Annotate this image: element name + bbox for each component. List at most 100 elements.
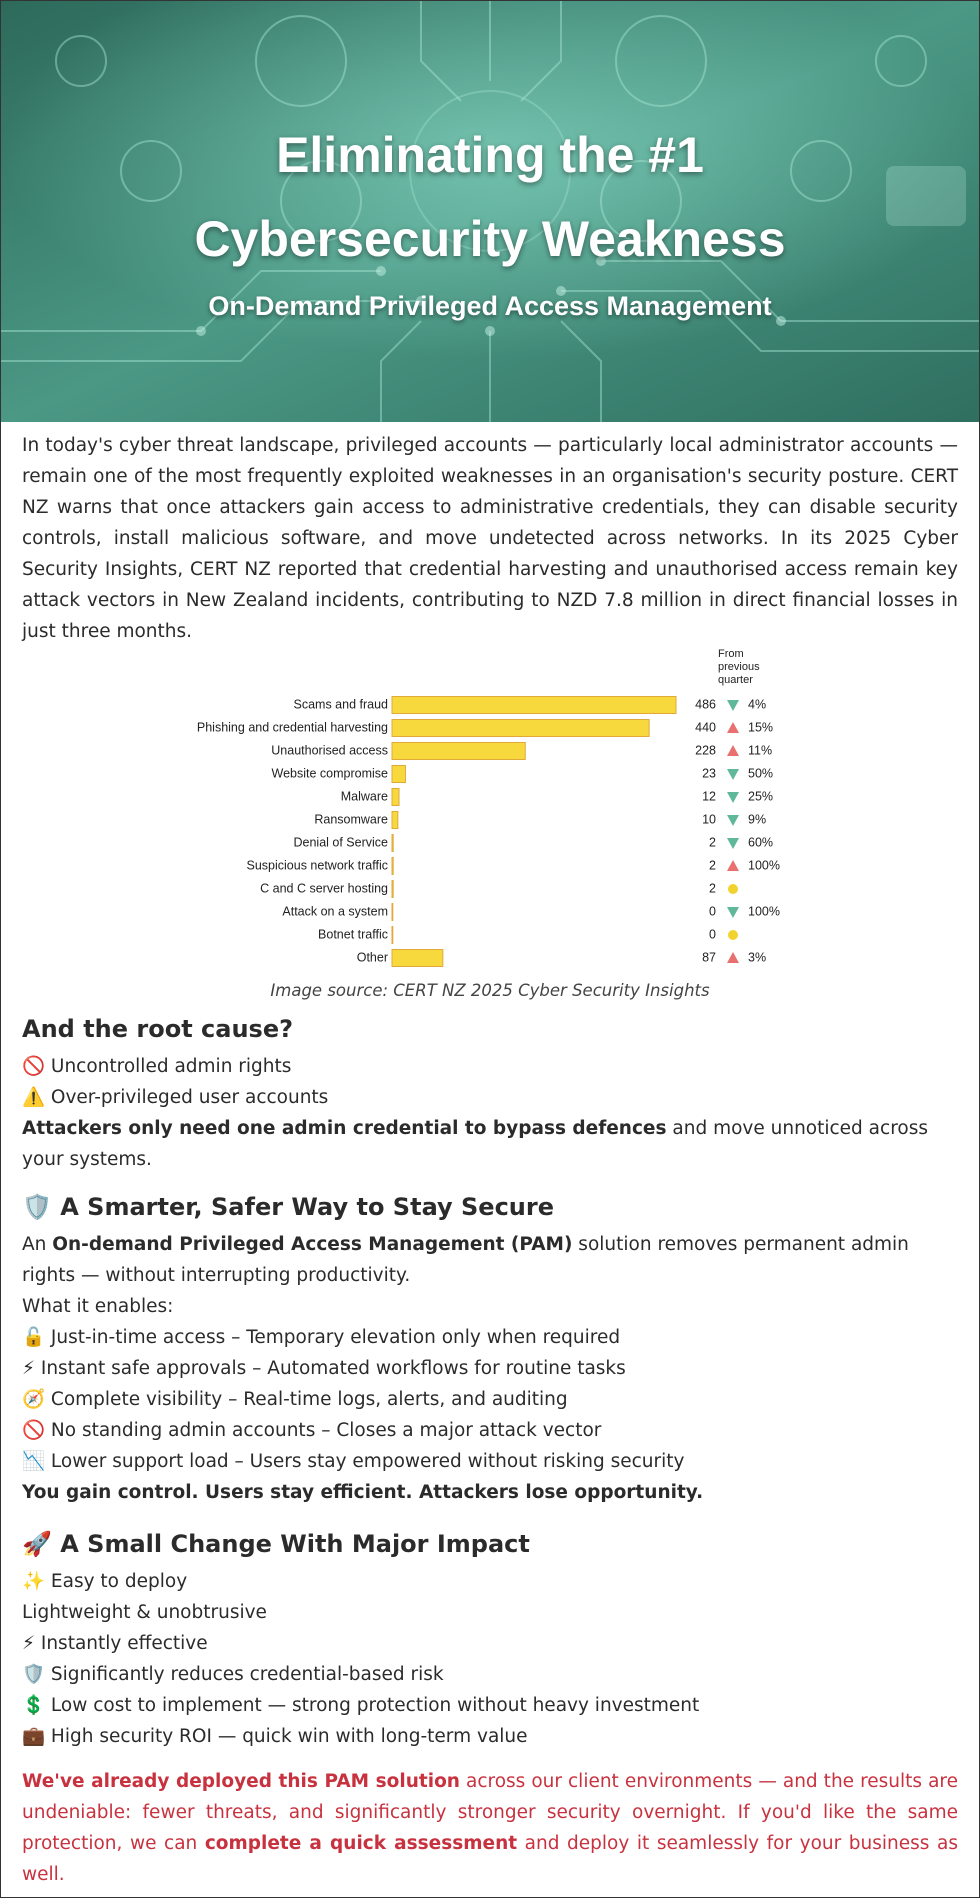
section-heading: 🛡️ A Smarter, Safer Way to Stay Secure <box>22 1193 555 1221</box>
list-item: 📉 Lower support load – Users stay empowe… <box>22 1451 685 1472</box>
list-item: Lightweight & unobtrusive <box>22 1602 267 1623</box>
category-label: Denial of Service <box>294 835 389 849</box>
list: ✨ Easy to deploy Lightweight & unobtrusi… <box>22 1566 958 1752</box>
list-item: 💼 High security ROI — quick win with lon… <box>22 1726 528 1747</box>
change-header: From previous quarter <box>718 648 760 686</box>
category-label: Botnet traffic <box>318 927 388 941</box>
paragraph: You gain control. Users stay efficient. … <box>22 1482 704 1503</box>
change-marker <box>727 769 739 780</box>
change-label: 11% <box>748 743 772 757</box>
caption: Image source: CERT NZ 2025 Cyber Securit… <box>270 981 710 1000</box>
text-run: across our client environments — and the… <box>22 1771 958 1854</box>
value-label: 23 <box>702 766 716 780</box>
change-marker <box>727 722 739 733</box>
value-label: 2 <box>709 881 716 895</box>
text-run: Attackers only need one admin credential… <box>22 1118 667 1139</box>
bar <box>391 880 394 898</box>
bar <box>391 696 677 714</box>
category-label: Suspicious network traffic <box>247 858 389 872</box>
list-item: 🚫 No standing admin accounts – Closes a … <box>22 1420 602 1441</box>
closing-paragraph: We've already deployed this PAM solution… <box>22 1766 958 1890</box>
category-label: Website compromise <box>272 766 389 780</box>
change-marker <box>727 792 739 803</box>
bar <box>391 742 526 760</box>
list-item: 🛡️ Significantly reduces credential-base… <box>22 1664 444 1685</box>
category-label: Malware <box>341 789 388 803</box>
change-marker <box>727 952 739 963</box>
bar <box>391 719 650 737</box>
section-heading: 🚀 A Small Change With Major Impact <box>22 1530 530 1558</box>
change-marker <box>727 815 739 826</box>
list-item: 🧭 Complete visibility – Real-time logs, … <box>22 1389 568 1410</box>
category-label: Ransomware <box>314 812 388 826</box>
list-item: 🚫 Uncontrolled admin rights <box>22 1056 292 1077</box>
change-marker <box>727 860 739 871</box>
subtitle: On-Demand Privileged Access Management <box>208 291 772 321</box>
title: Eliminating the #1 Cybersecurity Weaknes… <box>194 127 786 267</box>
change-label: 4% <box>748 697 766 711</box>
value-label: 486 <box>695 697 716 711</box>
bar <box>391 788 400 806</box>
value-label: 2 <box>709 858 716 872</box>
text-run: complete a quick assessment <box>204 1833 518 1854</box>
change-label: 15% <box>748 720 773 734</box>
text-run: and move unnoticed across your systems. <box>22 1118 928 1170</box>
list-item: ⚡ Instantly effective <box>22 1633 208 1654</box>
chart: From previous quarter Scams and fraud 486 4% P… <box>197 648 780 967</box>
change-label: 100% <box>748 904 780 918</box>
value-label: 2 <box>709 835 716 849</box>
bar <box>391 857 394 875</box>
change-label: 25% <box>748 789 773 803</box>
list-item: ⚠️ Over-privileged user accounts <box>22 1087 329 1108</box>
hero-background <box>1 1 979 422</box>
value-label: 440 <box>695 720 716 734</box>
value-label: 0 <box>709 927 716 941</box>
change-marker <box>728 884 738 894</box>
change-label: 60% <box>748 835 773 849</box>
bar <box>391 926 394 944</box>
text-run: and deploy it seamlessly for your busine… <box>22 1833 958 1885</box>
list: 🔓 Just-in-time access – Temporary elevat… <box>22 1322 958 1477</box>
category-label: Unauthorised access <box>271 743 388 757</box>
change-label: 3% <box>748 950 766 964</box>
bar <box>391 765 406 783</box>
change-marker <box>728 930 738 940</box>
bar <box>391 949 444 967</box>
bar <box>391 903 394 921</box>
value-label: 228 <box>695 743 716 757</box>
paragraph: An On-demand Privileged Access Managemen… <box>22 1229 958 1291</box>
bar <box>391 811 399 829</box>
change-label: 9% <box>748 812 766 826</box>
list-item: 💲 Low cost to implement — strong protect… <box>22 1695 700 1716</box>
list-item: ⚡ Instant safe approvals – Automated wor… <box>22 1358 626 1379</box>
text-run: On-demand Privileged Access Management (… <box>52 1234 573 1255</box>
intro: In today's cyber threat landscape, privi… <box>22 435 958 642</box>
change-marker <box>727 907 739 918</box>
text-run: We've already deployed this PAM solution <box>22 1771 460 1792</box>
paragraph: Attackers only need one admin credential… <box>22 1113 958 1175</box>
hero-banner: Eliminating the #1 Cybersecurity Weaknes… <box>1 1 979 422</box>
list-item: ✨ Easy to deploy <box>22 1571 188 1592</box>
change-marker <box>727 838 739 849</box>
bar <box>391 834 394 852</box>
change-marker <box>727 745 739 756</box>
category-label: C and C server hosting <box>260 881 388 895</box>
category-label: Phishing and credential harvesting <box>197 720 388 734</box>
category-label: Scams and fraud <box>294 697 389 711</box>
change-label: 50% <box>748 766 773 780</box>
section-heading: And the root cause? <box>22 1015 294 1043</box>
text-run: solution removes permanent admin rights … <box>22 1234 909 1286</box>
change-label: 100% <box>748 858 780 872</box>
list-item: 🔓 Just-in-time access – Temporary elevat… <box>22 1327 621 1348</box>
text-run: An <box>22 1234 53 1255</box>
content: In today's cyber threat landscape, privi… <box>1 422 979 1890</box>
paragraph: What it enables: <box>22 1296 174 1317</box>
value-label: 87 <box>702 950 716 964</box>
category-label: Other <box>357 950 388 964</box>
value-label: 12 <box>702 789 716 803</box>
category-label: Attack on a system <box>282 904 388 918</box>
change-marker <box>727 700 739 711</box>
value-label: 10 <box>702 812 716 826</box>
list: 🚫 Uncontrolled admin rights ⚠️ Over-privi… <box>22 1051 958 1113</box>
